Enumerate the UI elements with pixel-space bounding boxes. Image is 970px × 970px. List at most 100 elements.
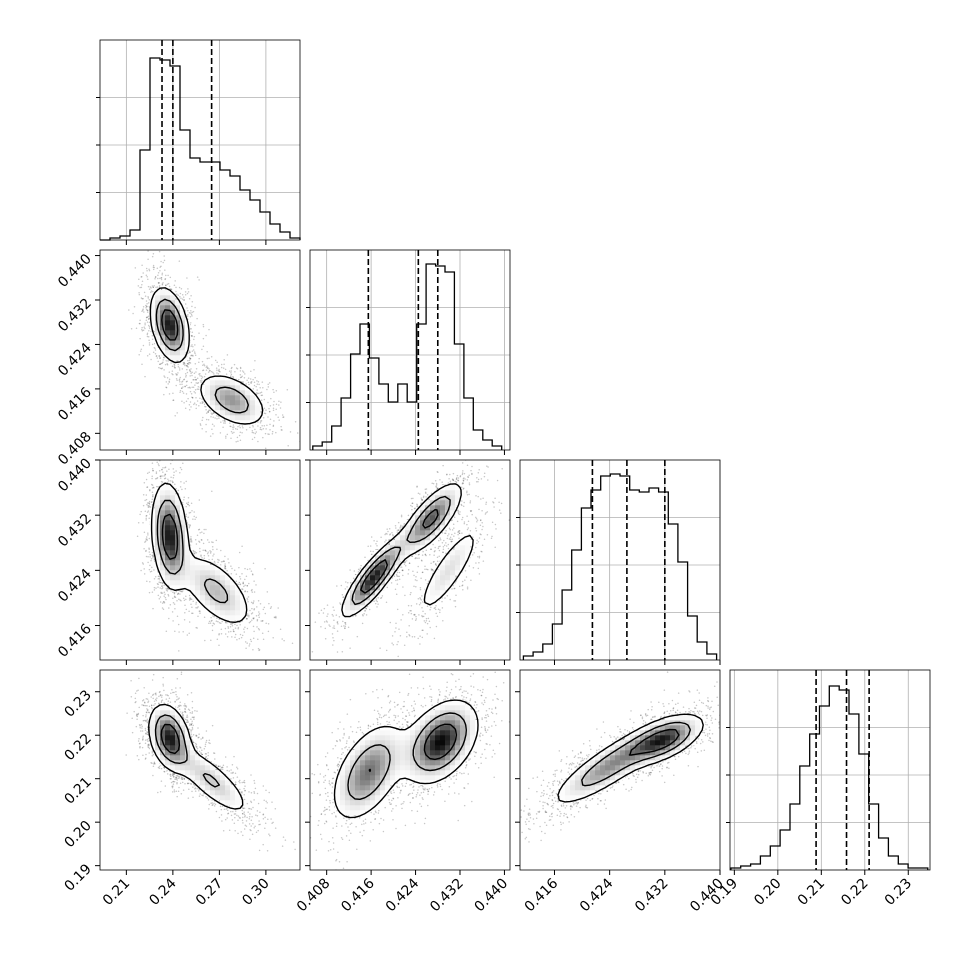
density-cell [170,585,176,591]
scatter-point [158,355,160,357]
scatter-point [193,372,196,374]
scatter-point [272,424,275,427]
density-cell [170,310,176,316]
scatter-point [189,390,192,393]
scatter-point [204,639,206,642]
scatter-point [287,445,289,447]
scatter-point [216,372,218,374]
scatter-point [178,598,180,601]
scatter-point [205,406,207,408]
scatter-point [180,387,183,389]
scatter-point [189,370,191,372]
scatter-point [184,363,186,365]
density-cell [165,300,171,306]
density-cell [185,345,191,351]
scatter-point [138,354,140,356]
scatter-point [186,380,188,383]
scatter-point [151,285,154,287]
scatter-point [166,364,169,366]
scatter-point [263,398,266,401]
scatter-point [195,603,197,605]
scatter-point [145,498,148,501]
density-cell [160,550,166,556]
density-cell [170,340,176,346]
scatter-point [197,606,199,608]
scatter-point [139,513,141,516]
scatter-point [186,365,189,367]
scatter-point [260,399,263,401]
scatter-point [226,621,228,624]
density-cell [155,310,161,316]
scatter-point [252,388,255,390]
scatter-point [248,645,250,647]
scatter-point [253,384,256,387]
density-cell [230,380,236,386]
density-cell [255,405,261,411]
scatter-point [173,284,176,287]
density-cell [240,610,246,616]
scatter-point [167,480,170,482]
scatter-point [173,603,176,605]
scatter-point [184,487,187,490]
scatter-point [187,352,189,354]
scatter-point [217,369,220,372]
density-cell [175,500,181,506]
scatter-point [232,376,235,378]
scatter-point [145,307,147,309]
scatter-point [241,572,243,575]
scatter-point [230,425,232,428]
density-cell [195,595,201,601]
scatter-point [199,379,202,382]
scatter-point [253,580,255,582]
scatter-point [194,324,196,327]
density-cell [160,505,166,511]
scatter-point [438,539,440,542]
scatter-point [195,382,197,384]
scatter-point [155,587,157,589]
density-cell [170,495,176,501]
scatter-point [457,479,459,481]
scatter-point [188,356,191,359]
scatter-point [153,589,156,591]
density-cell [210,405,216,411]
scatter-point [175,470,177,472]
scatter-point [191,509,193,512]
scatter-point [207,411,209,414]
scatter-point [153,578,156,580]
scatter-point [148,269,151,272]
scatter-point [208,357,210,360]
density-cell [250,395,256,401]
scatter-point [289,431,292,433]
scatter-point [224,419,226,422]
scatter-point [158,464,160,467]
scatter-point [176,599,178,602]
scatter-point [264,412,267,415]
density-cell [240,595,246,601]
scatter-point [143,326,145,328]
density-cell [170,520,176,526]
scatter-point [256,383,259,385]
density-cell [235,390,241,396]
scatter-point [183,482,185,484]
scatter-point [281,429,283,431]
scatter-point [187,359,189,362]
scatter-point [189,357,192,360]
scatter-point [190,354,193,357]
scatter-point [196,400,199,402]
density-cell [170,500,176,506]
scatter-point [232,630,235,633]
density-cell [230,580,236,586]
scatter-point [220,549,222,552]
scatter-point [188,504,191,507]
density-cell [185,560,191,566]
scatter-point [149,553,151,556]
scatter-point [268,382,271,384]
scatter-point [249,426,251,429]
scatter-point [172,477,175,479]
scatter-point [238,378,240,381]
scatter-point [237,627,239,630]
scatter-point [135,327,138,329]
scatter-point [248,383,250,386]
scatter-point [188,350,191,352]
scatter-point [201,400,204,403]
